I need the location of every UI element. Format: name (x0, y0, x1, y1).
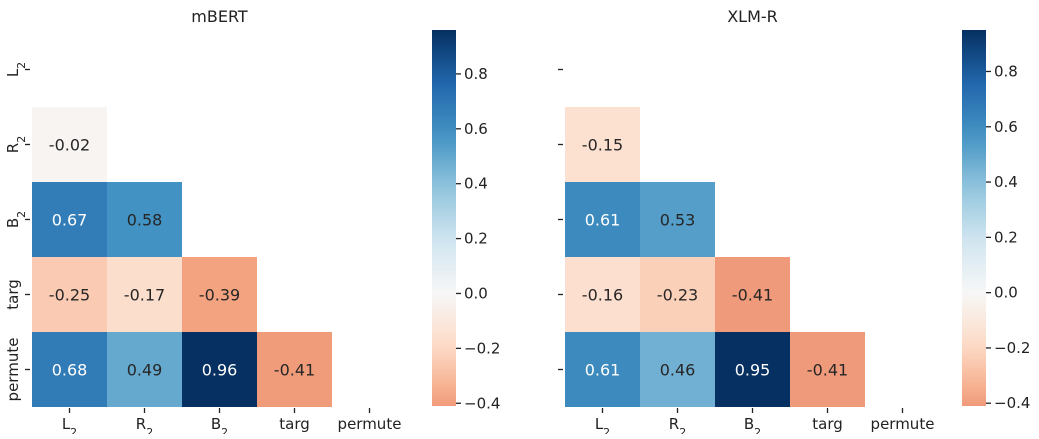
heatmap-cell (715, 257, 790, 332)
row-tick-label: L2 (4, 62, 28, 77)
heatmap-cell (32, 257, 107, 332)
cell-value-label: -0.25 (49, 286, 90, 305)
cell-value-label: -0.23 (657, 286, 698, 305)
colorbar-tick-label: −0.2 (464, 339, 500, 357)
cell-value-label: -0.41 (807, 361, 848, 380)
cell-value-label: 0.96 (202, 361, 238, 380)
row-tick-label: R2 (4, 136, 28, 153)
heatmap-panel-0: mBERT -0.02 0.67 0.58 -0.25 -0.17 -0.39 0.68 0.4… (4, 7, 500, 439)
colorbar-tick-label: −0.4 (464, 394, 500, 412)
heatmap-cell (715, 332, 790, 407)
heatmap-cell (32, 332, 107, 407)
colorbar (962, 30, 986, 406)
heatmap-cell (107, 332, 182, 407)
heatmap-cell (565, 332, 640, 407)
cell-value-label: -0.16 (582, 286, 623, 305)
heatmap-cell (32, 182, 107, 257)
row-tick-label: permute (4, 338, 22, 402)
heatmap-cell (107, 257, 182, 332)
cell-value-label: -0.02 (49, 136, 90, 155)
colorbar-tick-label: 0.4 (994, 173, 1018, 191)
colorbar-tick-label: 0.0 (464, 284, 488, 302)
heatmap-cell (107, 182, 182, 257)
heatmap-cell (32, 107, 107, 182)
cell-value-label: -0.17 (124, 286, 165, 305)
heatmap-panel-1: XLM-R -0.15 0.61 0.53 -0.16 -0.23 -0.41 0.61 0.4… (558, 7, 1030, 439)
heatmap-cell (640, 257, 715, 332)
heatmap-cell (182, 257, 257, 332)
heatmap-cell (565, 107, 640, 182)
colorbar-tick-label: 0.8 (464, 65, 488, 83)
colorbar-tick-label: 0.8 (994, 62, 1018, 80)
colorbar-tick-label: 0.2 (464, 230, 488, 248)
col-tick-label: permute (871, 415, 935, 433)
cell-value-label: 0.58 (127, 211, 163, 230)
colorbar-tick-label: 0.6 (464, 120, 488, 138)
col-tick-label: B2 (744, 415, 761, 434)
panel-title: mBERT (191, 7, 248, 26)
panel-title: XLM-R (727, 7, 778, 26)
heatmap-cell (640, 182, 715, 257)
cell-value-label: -0.41 (274, 361, 315, 380)
col-tick-label: B2 (211, 415, 228, 434)
heatmap-cell (257, 332, 332, 407)
cell-value-label: -0.39 (199, 286, 240, 305)
col-tick-label: L2 (595, 415, 610, 434)
cell-value-label: 0.61 (585, 361, 621, 380)
cell-value-label: 0.67 (52, 211, 88, 230)
colorbar-tick-label: −0.4 (994, 394, 1030, 412)
cell-value-label: 0.68 (52, 361, 88, 380)
cell-value-label: 0.61 (585, 211, 621, 230)
row-tick-label: targ (4, 279, 22, 310)
colorbar (432, 30, 456, 406)
cell-value-label: -0.41 (732, 286, 773, 305)
col-tick-label: L2 (62, 415, 77, 434)
col-tick-label: targ (279, 415, 310, 433)
heatmap-cell (640, 332, 715, 407)
colorbar-tick-label: 0.4 (464, 175, 488, 193)
cell-value-label: 0.49 (127, 361, 163, 380)
col-tick-label: R2 (669, 415, 686, 434)
heatmap-cell (790, 332, 865, 407)
colorbar-tick-label: 0.0 (994, 284, 1018, 302)
col-tick-label: R2 (136, 415, 153, 434)
cell-value-label: 0.46 (660, 361, 696, 380)
colorbar-tick-label: 0.2 (994, 228, 1018, 246)
heatmap-cell (182, 332, 257, 407)
cell-value-label: 0.95 (735, 361, 771, 380)
cell-value-label: -0.15 (582, 136, 623, 155)
colorbar-tick-label: 0.6 (994, 118, 1018, 136)
heatmap-cell (565, 257, 640, 332)
heatmap-cell (565, 182, 640, 257)
row-tick-label: B2 (4, 211, 28, 228)
col-tick-label: permute (338, 415, 402, 433)
colorbar-tick-label: −0.2 (994, 339, 1030, 357)
cell-value-label: 0.53 (660, 211, 696, 230)
col-tick-label: targ (812, 415, 843, 433)
